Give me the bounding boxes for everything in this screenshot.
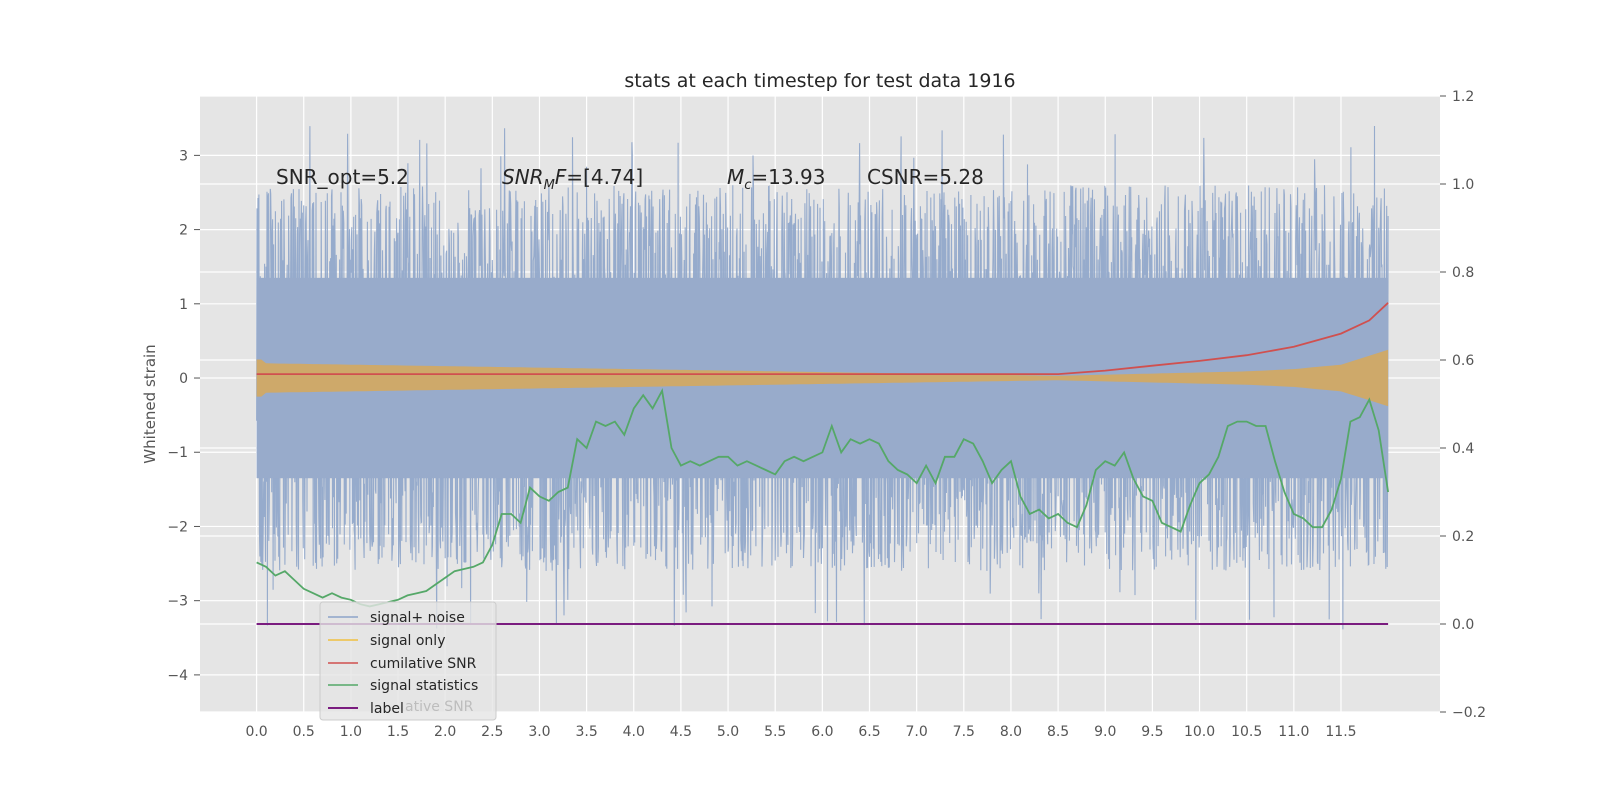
signal-only-series (256, 349, 1389, 407)
x-tick-label: 9.0 (1094, 724, 1116, 740)
x-tick-label: 0.5 (293, 724, 315, 740)
y-tick-label: −1 (167, 445, 188, 461)
x-tick-label: 9.5 (1141, 724, 1163, 740)
y-tick-label: 3 (179, 148, 188, 164)
y-tick-label: −3 (167, 594, 188, 610)
y-tick-label: 2 (179, 223, 188, 239)
y2-tick-label: 0.2 (1452, 529, 1474, 545)
chart-title: stats at each timestep for test data 191… (624, 70, 1015, 92)
legend-entry-signal-noise: signal+ noise (328, 610, 465, 626)
legend-label: signal only (370, 633, 445, 649)
y-tick-label: 0 (179, 371, 188, 387)
y2-tick-label: 0.8 (1452, 265, 1474, 281)
annotation-csnr: CSNR=5.28 (867, 165, 984, 189)
y-axis-label: Whitened strain (141, 344, 159, 463)
series-line-cumilative-snr (256, 302, 1389, 376)
annotation-mc: Mc=13.93 (727, 165, 825, 193)
legend-entry-label: label (328, 701, 404, 717)
y2-tick-label: −0.2 (1452, 705, 1486, 721)
y-tick-label: −2 (167, 519, 188, 535)
x-tick-label: 8.5 (1047, 724, 1069, 740)
x-tick-label: 1.0 (340, 724, 362, 740)
legend-label: label (370, 701, 404, 717)
x-tick-label: 2.5 (481, 724, 503, 740)
x-tick-label: 4.0 (623, 724, 645, 740)
legend-entry-signal-only: signal only (328, 633, 445, 649)
x-tick-label: 6.0 (811, 724, 833, 740)
signal-noise-line (256, 125, 1389, 630)
annotations: SNR_opt=5.2 SNRMF=[4.74] Mc=13.93 CSNR=5… (276, 165, 984, 193)
legend: ative SNR signal+ noise signal only cumi… (319, 601, 497, 721)
x-tick-label: 5.5 (764, 724, 786, 740)
axis-ticks: 0.0 0.5 1.0 1.5 2.0 2.5 3.0 3.5 4.0 4.5 5.0 5.5 6.0 6… (167, 89, 1486, 740)
x-tick-label: 4.5 (670, 724, 692, 740)
x-tick-label: 10.0 (1184, 724, 1215, 740)
y2-tick-label: 1.2 (1452, 89, 1474, 105)
x-tick-label: 7.0 (906, 724, 928, 740)
x-tick-label: 8.0 (1000, 724, 1022, 740)
x-tick-label: 11.5 (1325, 724, 1356, 740)
x-tick-label: 1.5 (387, 724, 409, 740)
annotation-snr-mf: SNRMF=[4.74] (502, 165, 643, 193)
legend-entry-signal-statistics: signal statistics (328, 678, 478, 694)
x-tick-label: 3.5 (575, 724, 597, 740)
y-tick-label: 1 (179, 297, 188, 313)
signal-only-band (256, 349, 1389, 407)
annotation-snr-opt: SNR_opt=5.2 (276, 165, 409, 189)
y2-tick-label: 0.0 (1452, 617, 1474, 633)
legend-ghost-text: ative SNR (405, 699, 474, 715)
x-tick-label: 11.0 (1278, 724, 1309, 740)
y2-tick-label: 0.4 (1452, 441, 1474, 457)
legend-box (319, 601, 497, 721)
series-line-signal-statistics (256, 388, 1389, 608)
x-tick-label: 0.0 (245, 724, 267, 740)
y2-tick-label: 0.6 (1452, 353, 1474, 369)
x-tick-label: 6.5 (858, 724, 880, 740)
legend-label: signal+ noise (370, 610, 465, 626)
legend-label: signal statistics (370, 678, 478, 694)
y2-tick-label: 1.0 (1452, 177, 1474, 193)
x-tick-label: 7.5 (953, 724, 975, 740)
x-tick-label: 3.0 (528, 724, 550, 740)
legend-entry-cumulative-snr: cumilative SNR (328, 656, 477, 672)
y-tick-label: −4 (167, 668, 188, 684)
x-tick-label: 10.5 (1231, 724, 1262, 740)
legend-label: cumilative SNR (370, 656, 477, 672)
x-tick-label: 2.0 (434, 724, 456, 740)
x-tick-label: 5.0 (717, 724, 739, 740)
